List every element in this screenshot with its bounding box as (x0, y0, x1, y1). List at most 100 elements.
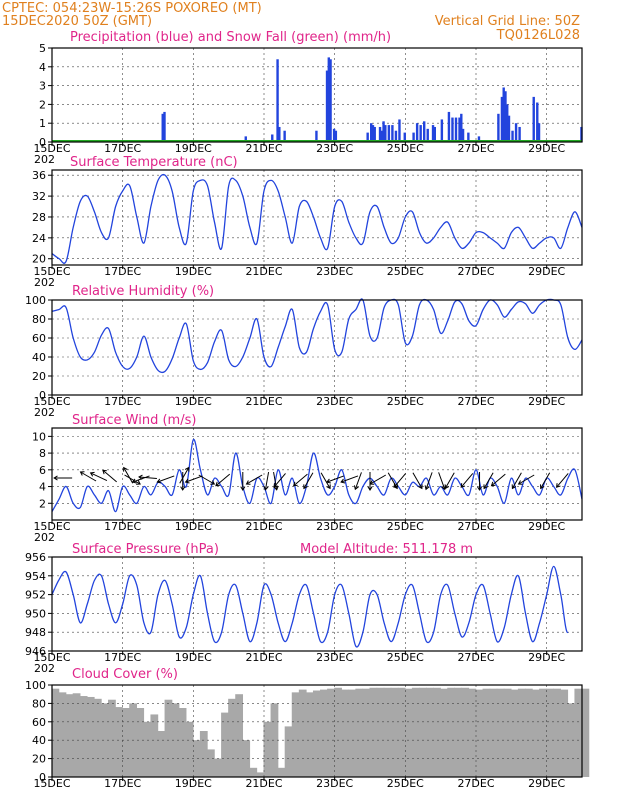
y-tick-label: 952 (25, 589, 46, 602)
wind-arrow (460, 473, 474, 488)
x-tick-label: 15DEC (33, 142, 70, 155)
cloud-bar (199, 731, 208, 777)
wind-arrow (246, 474, 263, 485)
x-tick-label: 29DEC (528, 651, 565, 664)
panel-title: Cloud Cover (%) (72, 667, 178, 682)
cloud-bar (482, 688, 491, 777)
wind-arrow-head (517, 480, 523, 485)
cloud-bar (136, 708, 145, 777)
wind-arrow-head (511, 484, 517, 490)
wind-arrow (90, 472, 108, 481)
x-tick-label: 23DEC (316, 265, 353, 278)
cloud-bar (100, 703, 109, 777)
wind-arrow (264, 472, 270, 490)
cloud-bar (284, 726, 293, 777)
wind-arrow-head (540, 484, 545, 490)
wind-arrow-head (476, 486, 483, 491)
cloud-bar (426, 687, 434, 777)
y-tick-label: 0 (39, 389, 46, 402)
wind-arrow (511, 472, 522, 489)
x-tick-label: 29DEC (528, 520, 565, 533)
panel-title: Relative Humidity (%) (72, 284, 214, 299)
y-tick-label: 954 (25, 570, 46, 583)
year-label: 202 (34, 276, 55, 289)
wind-arrow (354, 472, 362, 490)
cloud-bar (79, 696, 88, 777)
wind-arrow-head (184, 478, 190, 484)
wind-arrow (293, 473, 308, 487)
precip-bar (366, 132, 369, 142)
precip-bar (278, 126, 281, 142)
y-tick-label: 948 (25, 626, 46, 639)
precip-bar (394, 130, 398, 142)
y-tick-label: 24 (32, 232, 46, 245)
wind-arrow-head (340, 478, 346, 484)
wind-arrow-head (326, 484, 331, 490)
x-tick-label: 27DEC (457, 777, 494, 790)
y-tick-label: 60 (32, 716, 46, 729)
x-tick-label: 17DEC (104, 265, 141, 278)
wind-arrow (425, 472, 433, 490)
cloud-bar (447, 687, 456, 777)
cloud-bar (454, 687, 463, 777)
precip-bar (419, 125, 422, 142)
cloud-bar (524, 688, 533, 777)
precip-bar (380, 130, 383, 142)
cloud-bar (93, 698, 102, 777)
x-tick-label: 21DEC (245, 777, 282, 790)
wind-arrow-head (490, 481, 496, 487)
x-tick-label: 15DEC (33, 651, 70, 664)
x-tick-label: 29DEC (528, 142, 565, 155)
y-tick-label: 0 (39, 771, 46, 784)
panel-title: Precipitation (blue) and Snow Fall (gree… (70, 30, 391, 45)
precip-bar (412, 132, 415, 142)
y-tick-label: 100 (25, 679, 46, 692)
x-tick-label: 19DEC (175, 265, 212, 278)
wind-arrow-head (136, 480, 141, 485)
wind-arrow (80, 471, 97, 482)
x-tick-label: 29DEC (528, 395, 565, 408)
precip-bar (325, 70, 329, 142)
x-tick-label: 15DEC (33, 395, 70, 408)
y-tick-label: 40 (32, 351, 46, 364)
wind-arrow (326, 475, 345, 483)
x-tick-label: 23DEC (316, 520, 353, 533)
cloud-bar (355, 688, 364, 777)
precip-bar (387, 125, 391, 142)
x-tick-label: 17DEC (104, 142, 141, 155)
y-tick-label: 8 (39, 447, 46, 460)
cloud-bar (334, 687, 342, 777)
cloud-bar (383, 687, 392, 777)
x-tick-label: 21DEC (245, 142, 282, 155)
y-tick-label: 950 (25, 607, 46, 620)
precip-bar (537, 123, 541, 142)
cloud-bar (574, 688, 583, 777)
x-tick-label: 25DEC (387, 395, 424, 408)
y-tick-label: 32 (32, 190, 46, 203)
cloud-bar (263, 721, 272, 777)
wind-arrow (185, 475, 203, 483)
cloud-bar (51, 688, 60, 777)
x-tick-label: 27DEC (457, 265, 494, 278)
y-tick-label: 0 (39, 136, 46, 149)
cloud-bar (553, 688, 562, 777)
wind-arrow-head (240, 486, 246, 491)
series-line (51, 439, 583, 513)
y-tick-label: 20 (32, 253, 46, 266)
x-tick-label: 17DEC (104, 651, 141, 664)
y-tick-label: 3 (39, 80, 46, 93)
cloud-bar (468, 688, 477, 777)
cloud-bar (164, 699, 173, 777)
wind-arrow-head (393, 483, 399, 488)
precip-bar (161, 113, 164, 142)
precip-bar (433, 126, 436, 142)
x-tick-label: 29DEC (528, 265, 565, 278)
precip-bar (532, 96, 535, 142)
cloud-bar (206, 749, 215, 777)
x-tick-label: 15DEC (33, 520, 70, 533)
wind-arrow-head (123, 466, 128, 472)
x-tick-label: 19DEC (175, 651, 212, 664)
cloud-bar (305, 692, 314, 777)
wind-arrow (438, 472, 446, 490)
